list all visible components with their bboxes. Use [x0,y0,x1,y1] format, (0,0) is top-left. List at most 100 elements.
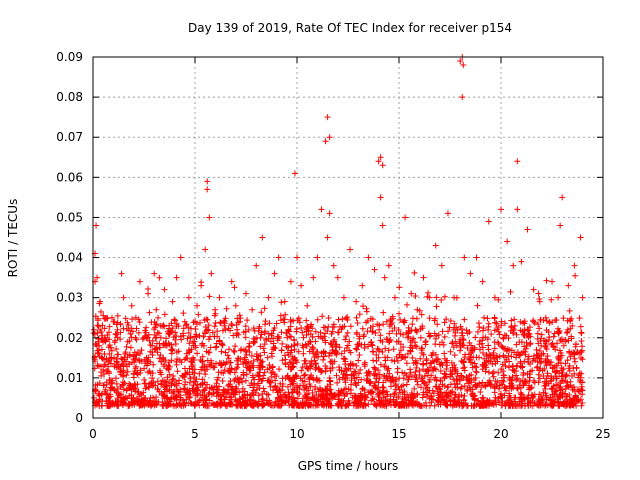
data-point [431,330,438,337]
data-point [130,385,137,392]
data-point [123,387,130,394]
data-point [485,399,492,406]
data-point [313,401,320,408]
data-point [318,206,325,213]
data-point [390,396,397,403]
data-point [164,328,171,335]
data-point [195,399,202,406]
data-point [208,270,215,277]
data-point [409,354,416,361]
data-point [163,379,170,386]
data-point [199,392,206,399]
data-point [567,397,574,404]
data-point [556,392,563,399]
data-point [575,374,582,381]
data-point [349,394,356,401]
data-point [160,340,167,347]
data-point [205,322,212,329]
data-point [200,342,207,349]
data-point [426,387,433,394]
data-point [501,332,508,339]
data-point [106,350,113,357]
data-point [270,387,277,394]
data-point [428,399,435,406]
data-point [94,362,101,369]
data-point [513,341,520,348]
data-point [236,318,243,325]
data-point [159,401,166,408]
data-point [352,369,359,376]
data-point [500,345,507,352]
data-point [236,312,243,319]
data-point [202,385,209,392]
data-point [181,365,188,372]
data-point [466,328,473,335]
data-point [428,372,435,379]
data-point [351,375,358,382]
data-point [514,400,521,407]
data-point [205,336,212,343]
data-point [444,401,451,408]
data-point [129,316,136,323]
data-point [361,345,368,352]
data-point [445,383,452,390]
data-point [199,353,206,360]
data-point [418,311,425,318]
data-point [521,395,528,402]
data-point [315,333,322,340]
data-point [340,294,347,301]
data-point [290,317,297,324]
data-point [388,357,395,364]
data-point [438,360,445,367]
data-point [565,383,572,390]
data-point [320,356,327,363]
data-point [218,360,225,367]
data-point [577,354,584,361]
data-point [158,381,165,388]
data-point [100,366,107,373]
data-point [385,347,392,354]
data-point [111,339,118,346]
data-point [312,360,319,367]
data-point [122,394,129,401]
data-point [460,342,467,349]
data-point [240,372,247,379]
data-point [154,378,161,385]
data-point [472,368,479,375]
data-point [110,400,117,407]
data-point [278,329,285,336]
data-point [401,391,408,398]
data-point [334,274,341,281]
data-point [119,379,126,386]
data-point [496,331,503,338]
data-point [359,386,366,393]
data-point [555,294,562,301]
data-point [540,372,547,379]
data-point [464,345,471,352]
data-point [491,294,498,301]
data-point [432,335,439,342]
data-point [104,315,111,322]
data-point [518,364,525,371]
data-point [488,331,495,338]
data-point [356,335,363,342]
data-point [556,370,563,377]
data-point [437,368,444,375]
data-point [312,328,319,335]
data-point [242,328,249,335]
data-point [96,342,103,349]
data-point [347,246,354,253]
data-point [96,398,102,405]
data-point [485,218,492,225]
x-tick-label: 5 [191,427,199,441]
data-point [294,254,300,261]
data-point [479,337,486,344]
data-point [396,310,402,317]
data-point [412,342,419,349]
data-point [531,379,538,386]
data-point [557,222,564,229]
data-point [342,379,349,386]
data-point [204,402,211,409]
data-point [412,368,419,375]
data-point [538,351,545,358]
